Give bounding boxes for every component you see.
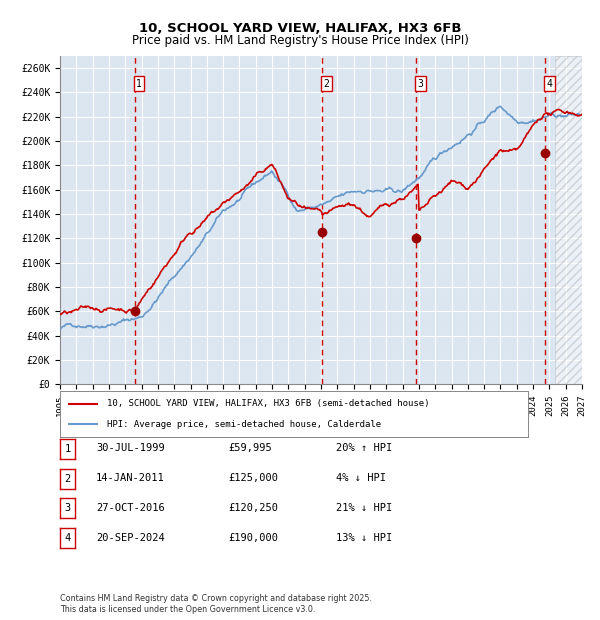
Text: £120,250: £120,250 [228,503,278,513]
Text: HPI: Average price, semi-detached house, Calderdale: HPI: Average price, semi-detached house,… [107,420,381,428]
Text: 30-JUL-1999: 30-JUL-1999 [96,443,165,453]
Text: £59,995: £59,995 [228,443,272,453]
Text: 13% ↓ HPI: 13% ↓ HPI [336,533,392,542]
Text: 20% ↑ HPI: 20% ↑ HPI [336,443,392,453]
Text: £190,000: £190,000 [228,533,278,542]
Text: 4: 4 [547,79,553,89]
Text: 14-JAN-2011: 14-JAN-2011 [96,473,165,483]
Text: 3: 3 [64,503,71,513]
Text: 2: 2 [64,474,71,484]
Text: £125,000: £125,000 [228,473,278,483]
Text: 4: 4 [64,533,71,543]
Text: 10, SCHOOL YARD VIEW, HALIFAX, HX3 6FB: 10, SCHOOL YARD VIEW, HALIFAX, HX3 6FB [139,22,461,35]
Bar [555,56,582,384]
Text: 2: 2 [323,79,329,89]
Text: 10, SCHOOL YARD VIEW, HALIFAX, HX3 6FB (semi-detached house): 10, SCHOOL YARD VIEW, HALIFAX, HX3 6FB (… [107,399,430,408]
Text: 21% ↓ HPI: 21% ↓ HPI [336,503,392,513]
Text: 3: 3 [418,79,424,89]
Text: Contains HM Land Registry data © Crown copyright and database right 2025.
This d: Contains HM Land Registry data © Crown c… [60,595,372,614]
Text: 1: 1 [64,444,71,454]
Text: Price paid vs. HM Land Registry's House Price Index (HPI): Price paid vs. HM Land Registry's House … [131,34,469,47]
Text: 27-OCT-2016: 27-OCT-2016 [96,503,165,513]
Text: 20-SEP-2024: 20-SEP-2024 [96,533,165,542]
Text: 4% ↓ HPI: 4% ↓ HPI [336,473,386,483]
Text: 1: 1 [136,79,142,89]
